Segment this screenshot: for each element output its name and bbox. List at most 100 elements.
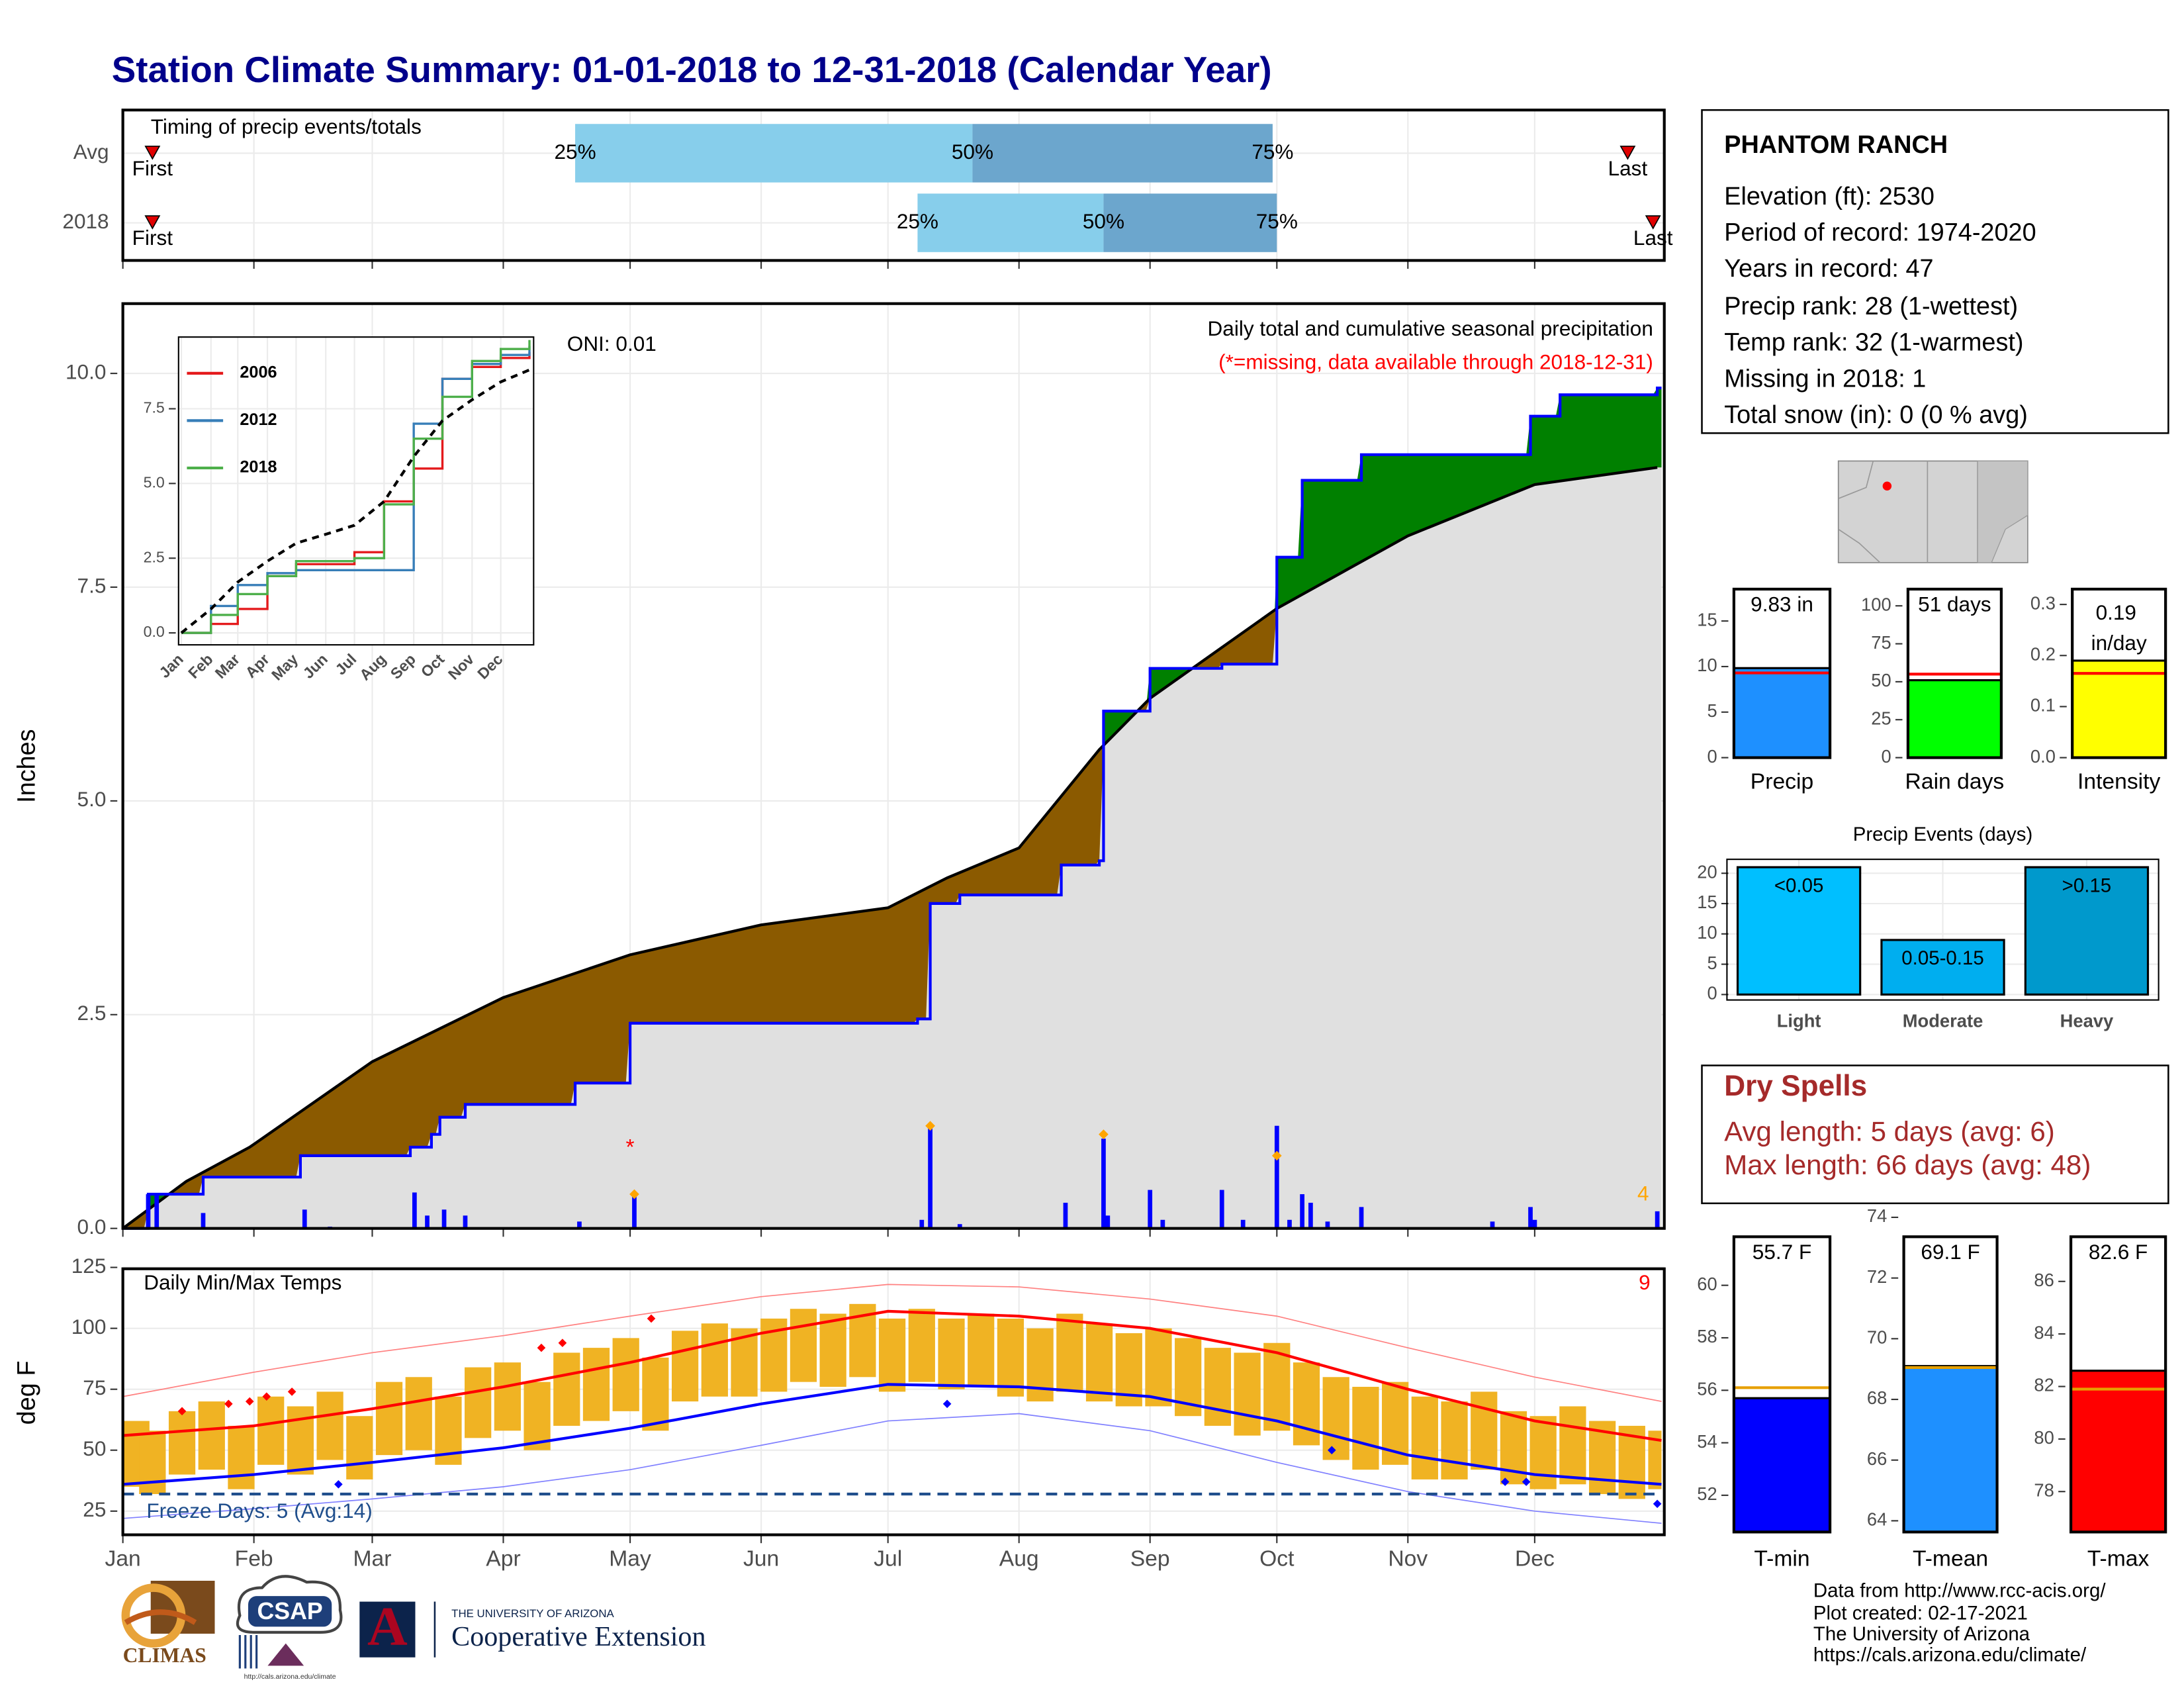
bar: [1907, 679, 2003, 759]
panel-title: Precip Events (days): [1853, 823, 2033, 845]
temp-bar: [642, 1357, 669, 1431]
y-tick-label: 25: [83, 1497, 106, 1521]
daily-bar: [146, 1194, 151, 1229]
daily-bar: [1655, 1211, 1660, 1229]
temp-bar: [375, 1382, 403, 1456]
category-label: Rain days: [1905, 769, 2005, 794]
record-marker: [1653, 1499, 1662, 1509]
value-label: 0.19 in/day: [2091, 600, 2147, 655]
daily-bar: [1532, 1219, 1537, 1229]
y-tick-label: 84: [2034, 1322, 2054, 1342]
extreme-marker: [1271, 1150, 1282, 1161]
temp-bar: [346, 1416, 373, 1479]
x-tick-label: Feb: [235, 1546, 273, 1571]
y-tick-label: 125: [71, 1254, 107, 1278]
daily-bar: [919, 1219, 925, 1229]
daily-bar: [1274, 1125, 1279, 1229]
bar-label: <0.05: [1774, 874, 1824, 896]
y-tick-label: 0.2: [2030, 643, 2056, 664]
temp-bar: [968, 1313, 995, 1387]
logo-text: CSAP: [257, 1598, 322, 1624]
temp-bar: [997, 1318, 1024, 1397]
panel-frame: [121, 302, 1666, 1230]
footer-line: Data from http://www.rcc-acis.org/: [1813, 1580, 2106, 1602]
y-axis-label: deg F: [13, 1361, 41, 1425]
y-tick-label: 7.5: [77, 573, 107, 597]
x-tick-label: Light: [1777, 1011, 1821, 1031]
panel-frame: [1726, 859, 2160, 1001]
logo-text: http://cals.arizona.edu/climate: [244, 1673, 336, 1681]
temp-bar: [228, 1425, 255, 1489]
x-tick-label: Sep: [1130, 1546, 1170, 1571]
quartile-label: 50%: [952, 140, 993, 164]
daily-bar: [441, 1209, 447, 1229]
legend-label: 2006: [240, 363, 277, 382]
record-count: 9: [1639, 1270, 1651, 1294]
y-tick-label: 72: [1867, 1266, 1887, 1287]
y-tick-label: 75: [1871, 632, 1891, 653]
x-tick-label: Moderate: [1903, 1011, 1983, 1031]
average-line: [122, 466, 1658, 1230]
y-tick-label: 0.0: [77, 1215, 107, 1239]
y-tick-label: 5.0: [144, 473, 165, 491]
temp-bar: [612, 1338, 639, 1411]
y-tick-label: 5: [1707, 700, 1717, 721]
daily-bar: [1287, 1219, 1292, 1229]
event-label: First: [132, 156, 173, 180]
y-tick-label: 100: [71, 1315, 107, 1338]
x-tick-label: Oct: [1259, 1546, 1295, 1571]
panel-title: Daily Min/Max Temps: [144, 1270, 341, 1294]
chart-title: Station Climate Summary: 01-01-2018 to 1…: [112, 49, 1272, 90]
y-tick-label: 50: [1871, 670, 1891, 690]
y-tick-label: 10: [1697, 922, 1717, 943]
panel-frame: [2069, 1235, 2167, 1534]
y-tick-label: 74: [1867, 1205, 1887, 1226]
footer-line: https://cals.arizona.edu/climate/: [1813, 1644, 2087, 1665]
record-marker: [647, 1314, 656, 1323]
daily-bar: [1308, 1202, 1313, 1229]
x-tick-label: Nov: [1388, 1546, 1428, 1571]
y-tick-label: 0: [1881, 746, 1891, 767]
temp-bar: [1352, 1387, 1379, 1470]
y-tick-label: 0.0: [2030, 746, 2056, 767]
y-tick-label: 100: [1861, 594, 1891, 614]
climas-logo: CLIMAS: [121, 1580, 215, 1667]
temp-bar: [198, 1401, 225, 1470]
daily-bar: [1101, 1139, 1106, 1229]
footer-line: Plot created: 02-17-2021: [1813, 1602, 2028, 1624]
station-line: Years in record: 47: [1724, 255, 1933, 283]
inset-frame: [177, 336, 535, 646]
y-tick-label: 5.0: [77, 787, 107, 811]
record-marker: [334, 1479, 343, 1489]
station-line: Temp rank: 32 (1-warmest): [1724, 329, 2023, 357]
temp-bar: [1145, 1328, 1172, 1407]
x-tick-label: Jul: [874, 1546, 902, 1571]
daily-bar: [425, 1215, 430, 1229]
temp-line: [122, 1383, 1662, 1486]
dry-spells-title: Dry Spells: [1724, 1070, 1867, 1102]
y-tick-label: 68: [1867, 1387, 1887, 1408]
y-tick-label: 2018: [62, 209, 109, 233]
bar: [1733, 1397, 1831, 1533]
temp-bar: [168, 1411, 196, 1475]
y-tick-label: 66: [1867, 1448, 1887, 1469]
legend-label: 2018: [240, 458, 277, 477]
daily-bar: [1325, 1221, 1330, 1229]
x-tick-label: Heavy: [2060, 1011, 2114, 1031]
temp-bar: [938, 1318, 965, 1389]
y-tick-label: 60: [1697, 1274, 1717, 1294]
station-name: PHANTOM RANCH: [1724, 131, 1948, 159]
x-tick-label: Jan: [105, 1546, 141, 1571]
quartile-bar: [917, 193, 1104, 252]
y-tick-label: 78: [2034, 1479, 2054, 1500]
record-marker: [245, 1397, 254, 1406]
temp-bar: [1293, 1362, 1320, 1446]
value-label: 69.1 F: [1921, 1240, 1979, 1264]
category-label: Precip: [1751, 769, 1813, 794]
event-marker: [1645, 215, 1661, 230]
panel-subtitle: (*=missing, data available through 2018-…: [1218, 350, 1653, 373]
y-tick-label: 10.0: [66, 359, 106, 383]
daily-bar: [1240, 1219, 1246, 1229]
annotation: ONI: 0.01: [567, 332, 657, 355]
